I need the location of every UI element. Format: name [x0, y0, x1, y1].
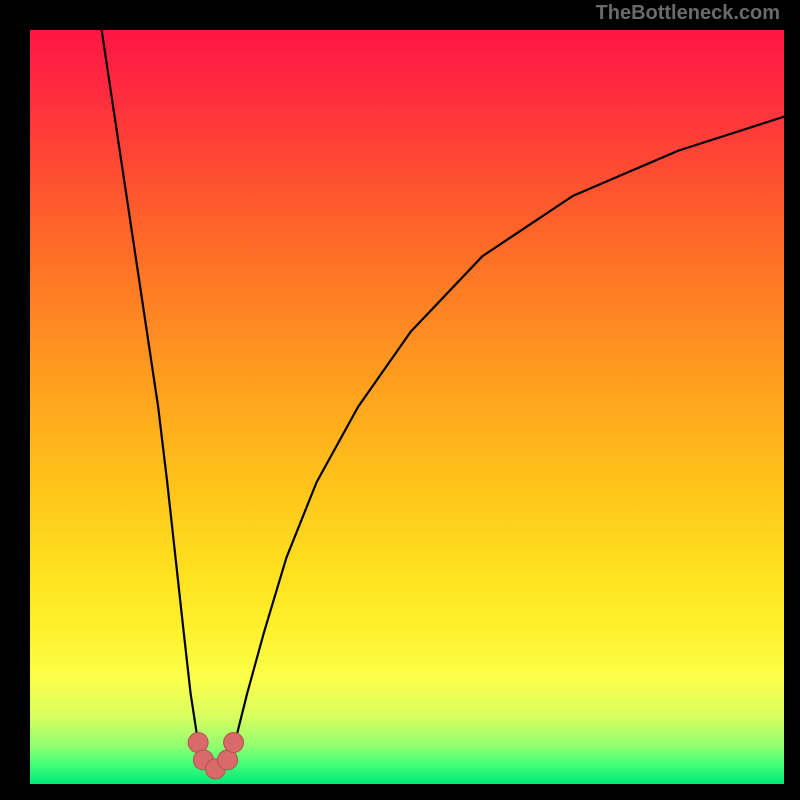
watermark-text: TheBottleneck.com	[596, 2, 780, 25]
canvas-root: TheBottleneck.com	[0, 0, 800, 800]
marker-group	[188, 733, 243, 779]
curve-marker	[224, 733, 244, 753]
curve-layer	[30, 30, 784, 784]
bottleneck-curve	[102, 30, 784, 770]
plot-area	[30, 30, 784, 784]
